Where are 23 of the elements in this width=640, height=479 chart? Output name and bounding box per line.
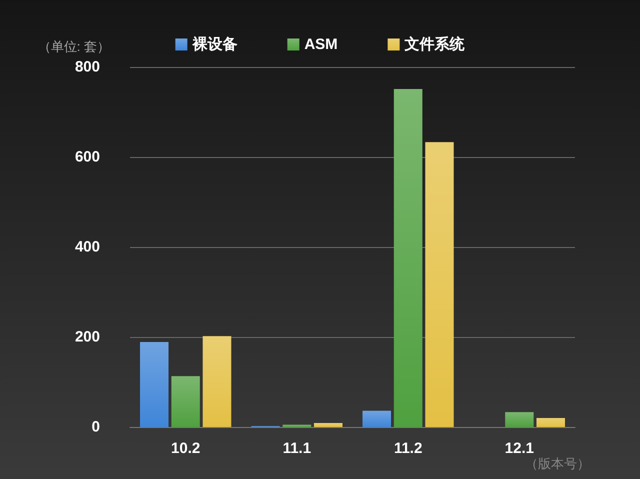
x-tick-label: 12.1 xyxy=(504,440,534,457)
bar xyxy=(171,376,200,427)
x-axis-title: （版本号） xyxy=(525,456,590,471)
bar xyxy=(536,418,565,427)
y-tick-label: 800 xyxy=(74,58,100,76)
x-tick-label: 10.2 xyxy=(171,440,200,457)
legend-label: 裸设备 xyxy=(191,36,238,53)
y-tick-label: 200 xyxy=(74,328,100,346)
bar xyxy=(505,412,534,427)
bar xyxy=(202,336,232,427)
bar xyxy=(314,422,342,427)
y-tick-label: 400 xyxy=(74,238,100,256)
y-axis-title: （单位: 套） xyxy=(38,39,110,54)
bar xyxy=(394,89,422,427)
y-tick-label: 0 xyxy=(92,418,100,436)
y-tick-label: 600 xyxy=(74,148,100,166)
legend-label: 文件系统 xyxy=(404,36,466,53)
bar xyxy=(425,142,454,427)
bar xyxy=(362,410,392,427)
bar xyxy=(140,342,169,427)
x-tick-label: 11.1 xyxy=(282,440,312,457)
legend-label: ASM xyxy=(304,36,338,53)
x-tick-label: 11.2 xyxy=(394,440,422,457)
